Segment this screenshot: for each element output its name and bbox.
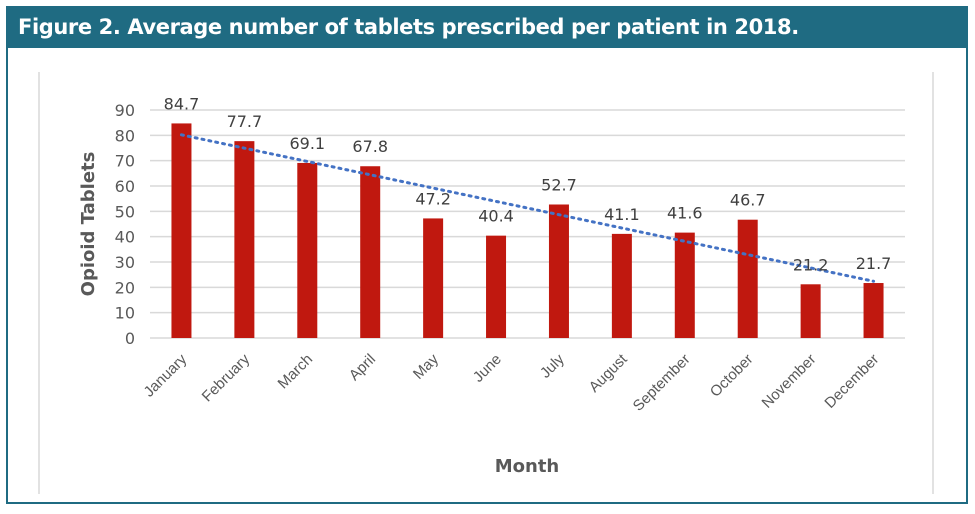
- data-label: 41.1: [604, 205, 640, 224]
- y-tick-label: 10: [115, 304, 135, 323]
- x-tick-label: February: [199, 350, 254, 405]
- bar: [486, 235, 507, 338]
- bar: [360, 166, 381, 338]
- x-tick-label: October: [707, 351, 757, 401]
- bar: [171, 123, 192, 338]
- x-tick-label: June: [470, 351, 505, 386]
- data-label: 46.7: [730, 191, 766, 210]
- bar: [234, 141, 255, 338]
- data-label: 84.7: [164, 94, 200, 113]
- gridlines: [150, 109, 905, 339]
- y-tick-label: 80: [115, 126, 135, 145]
- bar: [737, 219, 758, 338]
- y-tick-label: 60: [115, 177, 135, 196]
- data-labels: 84.7 77.7 69.1 67.8 47.2 40.4 52.7 41.1 41.6 46.7…: [164, 94, 892, 274]
- x-tick-label: May: [410, 350, 442, 382]
- bar: [423, 218, 444, 338]
- bar: [674, 232, 695, 338]
- data-label: 21.2: [793, 255, 829, 274]
- y-axis-ticks: 0 10 20 30 40 50 60 70 80 90: [115, 101, 135, 348]
- x-tick-label: November: [758, 351, 819, 412]
- bars: [171, 123, 884, 338]
- y-tick-label: 30: [115, 253, 135, 272]
- bar: [863, 283, 884, 338]
- data-label: 41.6: [667, 204, 703, 223]
- y-tick-label: 0: [125, 329, 135, 348]
- bar: [297, 162, 318, 338]
- figure-title: Figure 2. Average number of tablets pres…: [6, 6, 968, 48]
- data-label: 40.4: [478, 207, 514, 226]
- x-tick-label: September: [630, 351, 694, 415]
- trendline: [179, 133, 876, 283]
- y-tick-label: 90: [115, 101, 135, 120]
- data-label: 69.1: [289, 134, 325, 153]
- x-tick-label: March: [275, 351, 316, 392]
- bar: [611, 233, 632, 338]
- y-tick-label: 20: [115, 278, 135, 297]
- data-label: 77.7: [227, 112, 263, 131]
- bar: [800, 284, 821, 338]
- trendline-path: [179, 133, 876, 283]
- y-tick-label: 70: [115, 152, 135, 171]
- x-tick-label: July: [537, 350, 568, 381]
- y-tick-label: 40: [115, 228, 135, 247]
- chart-panel: [38, 72, 934, 494]
- data-label: 47.2: [415, 189, 451, 208]
- bar: [548, 204, 569, 338]
- data-label: 67.8: [352, 137, 388, 156]
- y-tick-label: 50: [115, 202, 135, 221]
- x-tick-label: August: [586, 350, 632, 396]
- x-tick-label: December: [821, 351, 882, 412]
- x-tick-label: January: [141, 350, 191, 400]
- x-axis-title: Month: [495, 456, 560, 477]
- data-label: 21.7: [856, 254, 892, 273]
- y-axis-title: Opioid Tablets: [78, 152, 99, 297]
- data-label: 52.7: [541, 175, 577, 194]
- x-tick-label: April: [346, 351, 379, 384]
- x-axis-ticks: January February March April May June July Augu…: [141, 350, 883, 414]
